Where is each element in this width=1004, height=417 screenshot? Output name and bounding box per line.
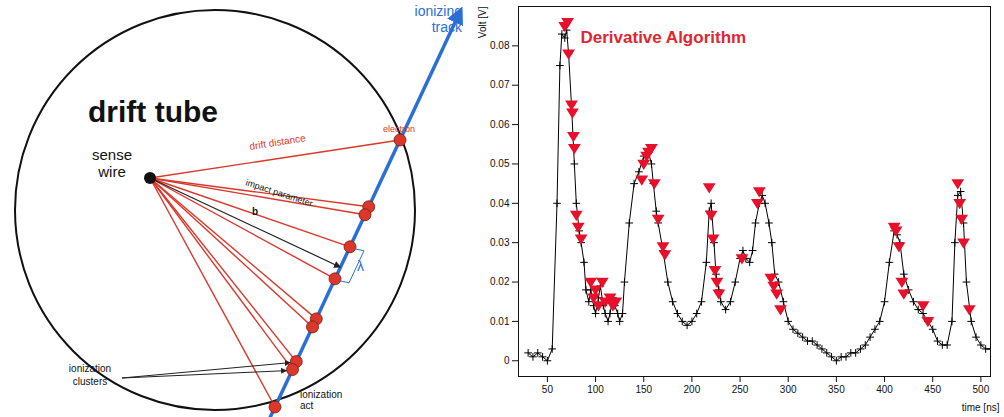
svg-text:track: track <box>432 19 463 35</box>
svg-text:drift tube: drift tube <box>88 95 218 128</box>
svg-text:drift distance: drift distance <box>249 132 307 152</box>
svg-text:300: 300 <box>780 384 797 395</box>
svg-text:electron: electron <box>383 124 415 134</box>
svg-text:0.06: 0.06 <box>490 119 510 130</box>
svg-text:500: 500 <box>973 384 990 395</box>
svg-text:ionization: ionization <box>300 389 342 400</box>
svg-text:ionization: ionization <box>69 363 111 374</box>
svg-text:0.05: 0.05 <box>490 158 510 169</box>
svg-text:200: 200 <box>684 384 701 395</box>
svg-text:0.03: 0.03 <box>490 237 510 248</box>
svg-text:0.08: 0.08 <box>490 40 510 51</box>
svg-text:ionizing: ionizing <box>415 3 462 19</box>
svg-text:50: 50 <box>542 384 554 395</box>
svg-text:250: 250 <box>732 384 749 395</box>
svg-text:0.01: 0.01 <box>490 316 510 327</box>
svg-text:clusters: clusters <box>73 376 107 387</box>
svg-text:450: 450 <box>924 384 941 395</box>
svg-text:time [ns]: time [ns] <box>962 402 1000 413</box>
svg-text:150: 150 <box>635 384 652 395</box>
svg-text:0.07: 0.07 <box>490 79 510 90</box>
svg-text:λ: λ <box>357 258 364 274</box>
svg-text:act: act <box>300 400 314 411</box>
svg-text:0.02: 0.02 <box>490 276 510 287</box>
svg-text:400: 400 <box>876 384 893 395</box>
svg-text:sense: sense <box>92 146 132 163</box>
svg-text:350: 350 <box>828 384 845 395</box>
svg-text:100: 100 <box>587 384 604 395</box>
svg-text:impact parameter: impact parameter <box>244 177 314 208</box>
svg-text:wire: wire <box>97 163 126 180</box>
svg-text:0.04: 0.04 <box>490 198 510 209</box>
svg-text:b: b <box>252 206 258 217</box>
svg-text:0: 0 <box>504 355 510 366</box>
svg-text:Volt [V]: Volt [V] <box>477 6 488 38</box>
svg-text:Derivative Algorithm: Derivative Algorithm <box>581 28 747 47</box>
